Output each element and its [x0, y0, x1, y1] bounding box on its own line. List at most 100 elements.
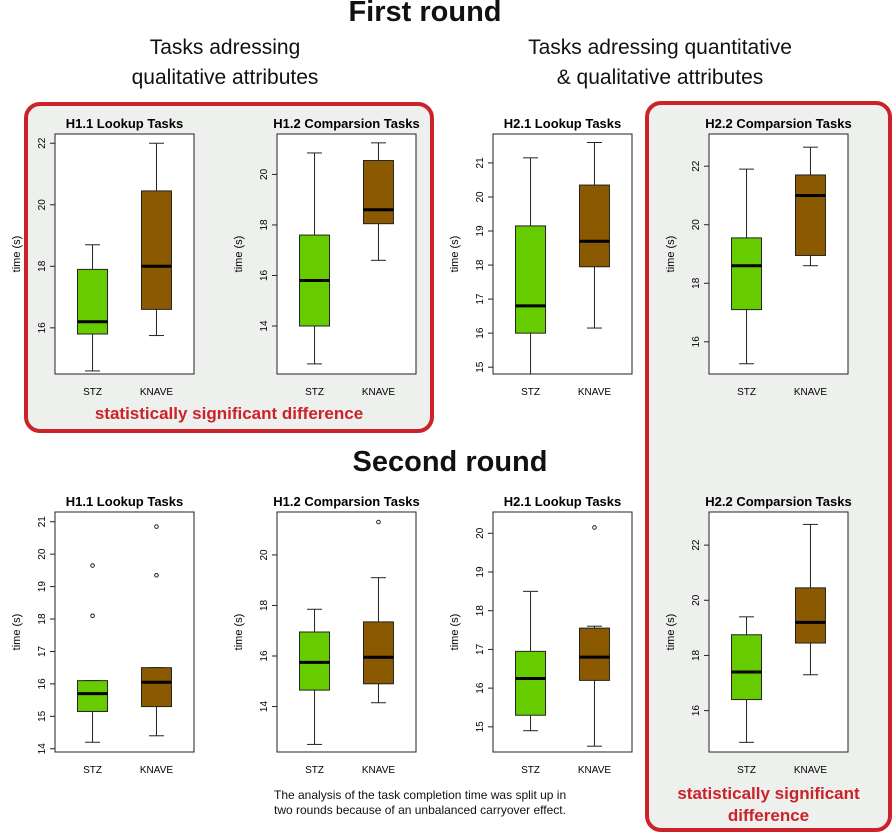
x-tick-label-stz: STZ: [521, 765, 540, 776]
panel-title: H1.1 Lookup Tasks: [66, 116, 184, 131]
y-tick-label: 22: [691, 539, 702, 551]
y-tick-label: 22: [691, 160, 702, 172]
outlier-knave: [154, 572, 159, 578]
figure-caption-line2: two rounds because of an unbalanced carr…: [274, 803, 566, 817]
y-tick-label: 16: [259, 269, 270, 281]
y-tick-label: 18: [691, 649, 702, 661]
figure-caption-line1: The analysis of the task completion time…: [274, 788, 567, 802]
y-tick-label: 18: [475, 259, 486, 271]
y-tick-label: 15: [475, 721, 486, 733]
box-knave: [794, 587, 826, 644]
y-tick-label: 16: [691, 336, 702, 348]
significant-label-h22-line1: statistically significant: [677, 784, 860, 803]
y-tick-label: 21: [475, 157, 486, 169]
y-tick-label: 16: [37, 322, 48, 334]
x-tick-label-knave: KNAVE: [578, 765, 611, 776]
group-title-quant-qual-line2: & qualitative attributes: [556, 66, 764, 89]
boxplot-round1-h21: H2.1 Lookup Tasks 15 16 17 18 19 20 21 time (s) S…: [449, 116, 633, 398]
y-tick-label: 18: [475, 605, 486, 617]
y-axis-label: time (s): [11, 236, 23, 273]
y-axis-label: time (s): [449, 236, 461, 273]
y-tick-label: 15: [475, 361, 486, 373]
y-tick-label: 18: [37, 260, 48, 272]
y-axis-label: time (s): [665, 236, 677, 273]
x-tick-label-knave: KNAVE: [794, 765, 827, 776]
x-tick-label-stz: STZ: [83, 387, 102, 398]
plot-frame: [54, 511, 195, 753]
group-title-quant-qual-line1: Tasks adressing quantitative: [528, 36, 792, 59]
outlier-stz: [90, 613, 95, 619]
y-tick-label: 20: [475, 527, 486, 539]
first-round-title: First round: [348, 0, 502, 28]
box-knave: [578, 627, 610, 681]
y-tick-label: 19: [475, 566, 486, 578]
panel-title: H1.1 Lookup Tasks: [66, 494, 184, 509]
y-tick-label: 20: [691, 594, 702, 606]
y-axis-label: time (s): [233, 236, 245, 273]
y-tick-label: 16: [691, 705, 702, 717]
boxplot-round1-h12: H1.2 Comparsion Tasks 14 16 18 20 time (s) STZ…: [233, 116, 420, 398]
y-tick-label: 16: [259, 650, 270, 662]
figure-caption: The analysis of the task completion time…: [274, 788, 634, 818]
plot-frame: [54, 133, 195, 375]
y-tick-label: 18: [691, 277, 702, 289]
plot-frame: [276, 133, 417, 375]
y-tick-label: 14: [37, 743, 48, 755]
box-stz: [515, 650, 547, 716]
y-tick-label: 20: [475, 191, 486, 203]
y-tick-label: 16: [37, 678, 48, 690]
box-stz: [77, 680, 109, 712]
box-knave: [140, 190, 172, 310]
box-stz: [77, 268, 109, 335]
y-tick-label: 18: [37, 613, 48, 625]
group-title-qualitative-line2: qualitative attributes: [131, 66, 319, 89]
y-tick-label: 20: [259, 549, 270, 561]
group-title-qualitative-line1: Tasks adressing: [149, 36, 301, 59]
y-tick-label: 22: [37, 137, 48, 149]
y-tick-label: 19: [475, 225, 486, 237]
panel-title: H1.2 Comparsion Tasks: [273, 116, 419, 131]
y-axis-label: time (s): [11, 614, 23, 651]
x-tick-label-knave: KNAVE: [140, 765, 173, 776]
plot-frame: [276, 511, 417, 753]
panel-title: H2.1 Lookup Tasks: [504, 116, 622, 131]
y-tick-label: 19: [37, 581, 48, 593]
box-stz: [731, 634, 763, 701]
second-round-title: Second round: [352, 446, 548, 478]
y-tick-label: 15: [37, 710, 48, 722]
x-tick-label-knave: KNAVE: [140, 387, 173, 398]
boxplot-round1-h11: H1.1 Lookup Tasks 16 18 20 22 time (s) STZ KNAV…: [11, 116, 195, 398]
y-tick-label: 20: [691, 219, 702, 231]
panel-title: H2.2 Comparsion Tasks: [705, 494, 851, 509]
y-tick-label: 21: [37, 516, 48, 528]
panel-title: H2.2 Comparsion Tasks: [705, 116, 851, 131]
significant-label-h1: statistically significant difference: [94, 404, 364, 423]
x-tick-label-stz: STZ: [305, 387, 324, 398]
y-tick-label: 14: [259, 320, 270, 332]
y-axis-label: time (s): [449, 614, 461, 651]
x-tick-label-stz: STZ: [305, 765, 324, 776]
boxplot-round2-h21: H2.1 Lookup Tasks 15 16 17 18 19 20 time (s) STZ…: [449, 494, 633, 776]
y-tick-label: 20: [37, 548, 48, 560]
x-tick-label-stz: STZ: [521, 387, 540, 398]
x-tick-label-stz: STZ: [737, 387, 756, 398]
box-knave: [362, 160, 394, 225]
y-tick-label: 16: [475, 327, 486, 339]
significant-label-h22: statistically significant difference: [645, 783, 892, 827]
plot-frame: [492, 133, 633, 375]
box-stz: [515, 225, 547, 334]
y-axis-label: time (s): [665, 614, 677, 651]
boxplot-round2-h12: H1.2 Comparsion Tasks 14 16 18 20 time (s) STZ…: [233, 494, 420, 776]
box-stz: [731, 237, 763, 311]
outlier-knave: [376, 519, 381, 525]
group-title-quant-qual: Tasks adressing quantitative & qualitati…: [500, 33, 820, 93]
y-tick-label: 18: [259, 599, 270, 611]
boxplot-round1-h22: H2.2 Comparsion Tasks 16 18 20 22 time (s) STZ…: [665, 116, 852, 398]
plot-frame: [708, 511, 849, 753]
group-title-qualitative: Tasks adressing qualitative attributes: [100, 33, 350, 93]
box-knave: [362, 621, 394, 685]
x-tick-label-knave: KNAVE: [578, 387, 611, 398]
y-tick-label: 20: [259, 168, 270, 180]
y-tick-label: 18: [259, 219, 270, 231]
box-knave: [578, 184, 610, 268]
